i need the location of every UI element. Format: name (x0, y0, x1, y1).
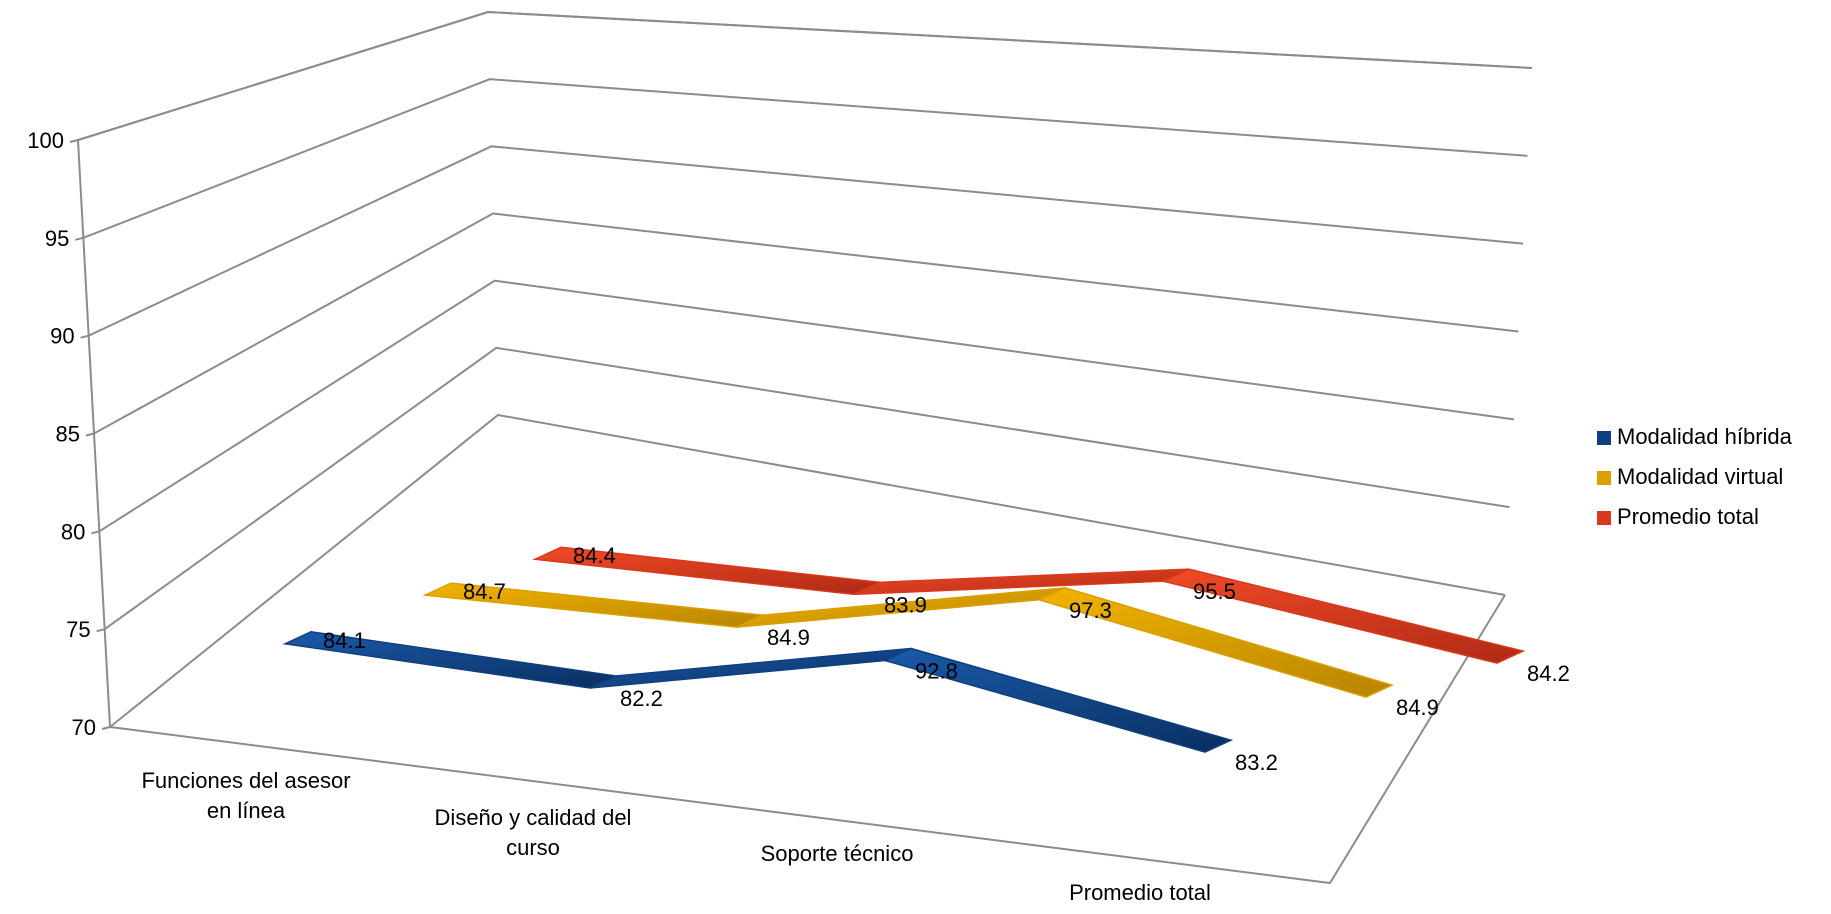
gridline (93, 212, 1519, 435)
line-segment (589, 647, 912, 689)
series-modalidad-virtual (422, 582, 1395, 698)
x-axis-categories: Funciones del asesor en línea Diseño y cal… (141, 768, 1210, 905)
data-label: 95.5 (1193, 579, 1236, 604)
data-label: 84.7 (463, 579, 506, 604)
y-tick-label: 70 (72, 715, 96, 740)
legend-label: Promedio total (1617, 504, 1759, 529)
series-modalidad-híbrida (282, 631, 1234, 753)
line-segment (853, 568, 1190, 596)
legend-swatch (1597, 471, 1611, 485)
y-tick-label: 85 (56, 422, 80, 447)
gridline (98, 279, 1515, 533)
plot-walls (76, 11, 1533, 885)
floor-back-edge (109, 413, 1506, 728)
floor-edge (109, 594, 1506, 885)
data-label: 84.4 (573, 543, 616, 568)
series-promedio-total (532, 546, 1526, 664)
gridline (77, 10, 1533, 141)
x-category-label: Soporte técnico (761, 841, 914, 866)
data-label: 83.9 (884, 592, 927, 617)
series-ribbons (282, 546, 1526, 753)
legend-label: Modalidad híbrida (1617, 424, 1793, 449)
legend: Modalidad híbrida Modalidad virtual Promed… (1597, 424, 1793, 529)
x-category-label: Diseño y calidad del curso (435, 805, 632, 860)
y-tick-label: 75 (66, 617, 90, 642)
data-label: 82.2 (620, 686, 663, 711)
y-tick-mark (80, 334, 89, 339)
x-category-label: Funciones del asesor en línea (141, 768, 350, 823)
left-wall-edge (76, 11, 489, 728)
data-label: 92.8 (915, 658, 958, 683)
data-label: 84.9 (1396, 695, 1439, 720)
data-label: 84.2 (1527, 661, 1570, 686)
data-label: 97.3 (1069, 598, 1112, 623)
y-tick-label: 80 (61, 519, 85, 544)
y-tick-mark (75, 236, 84, 241)
legend-label: Modalidad virtual (1617, 464, 1783, 489)
line-segment (1036, 587, 1395, 698)
y-tick-mark (69, 139, 79, 143)
y-axis-ticks: 70 75 80 85 90 95 100 (27, 128, 111, 740)
x-category-label: Promedio total (1069, 880, 1211, 905)
data-label: 84.1 (323, 628, 366, 653)
data-label: 84.9 (767, 625, 810, 650)
line-segment (882, 647, 1234, 753)
gridline (104, 346, 1510, 630)
y-tick-mark (96, 628, 105, 633)
y-tick-label: 95 (45, 226, 69, 251)
y-tick-mark (101, 726, 111, 730)
line-segment (1160, 568, 1526, 664)
y-tick-mark (85, 432, 95, 437)
legend-swatch (1597, 431, 1611, 445)
gridlines (77, 10, 1533, 630)
y-tick-mark (91, 530, 100, 535)
legend-swatch (1597, 511, 1611, 525)
gridline (82, 78, 1528, 239)
data-labels: 84.4 83.9 95.5 84.2 84.7 84.9 97.3 84.9 84.1 82.2… (323, 543, 1570, 775)
y-tick-label: 90 (50, 324, 74, 349)
y-tick-label: 100 (27, 128, 64, 153)
data-label: 83.2 (1235, 750, 1278, 775)
gridline (88, 145, 1524, 337)
